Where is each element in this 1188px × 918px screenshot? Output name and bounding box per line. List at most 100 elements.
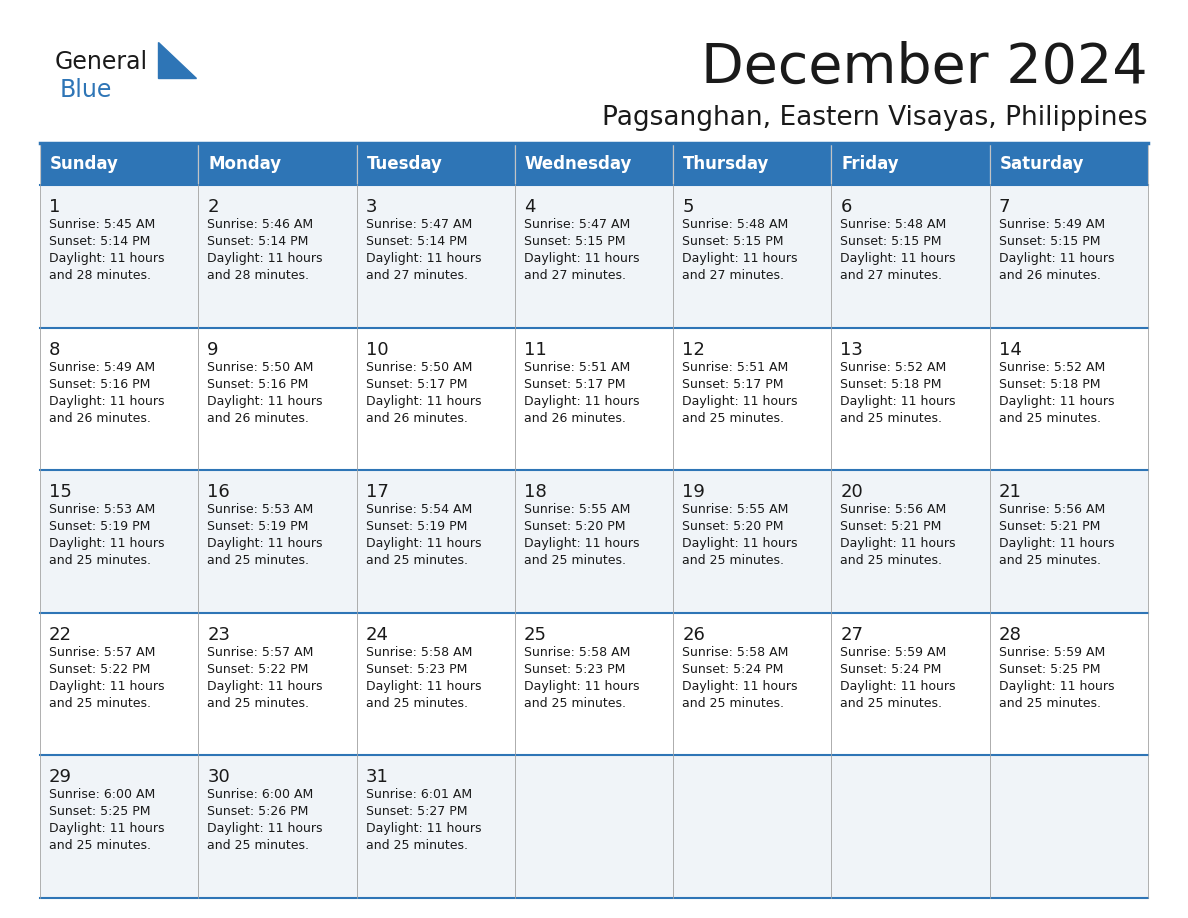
Text: and 27 minutes.: and 27 minutes. [840,269,942,282]
Text: 14: 14 [999,341,1022,359]
Text: Sunset: 5:23 PM: Sunset: 5:23 PM [366,663,467,676]
Bar [198,185,356,328]
Text: and 25 minutes.: and 25 minutes. [49,839,151,853]
Text: and 25 minutes.: and 25 minutes. [999,697,1101,710]
Text: Sunrise: 5:55 AM: Sunrise: 5:55 AM [682,503,789,516]
Bar [674,756,832,898]
Text: Daylight: 11 hours: Daylight: 11 hours [682,537,797,550]
Text: 16: 16 [207,483,230,501]
Text: Daylight: 11 hours: Daylight: 11 hours [49,395,164,408]
Text: and 25 minutes.: and 25 minutes. [524,697,626,710]
Text: Daylight: 11 hours: Daylight: 11 hours [49,537,164,550]
Text: 2: 2 [207,198,219,216]
Bar [198,143,356,185]
Text: Sunset: 5:24 PM: Sunset: 5:24 PM [682,663,784,676]
Bar [356,470,514,613]
Bar [674,185,832,328]
Text: Friday: Friday [841,155,899,173]
Text: Daylight: 11 hours: Daylight: 11 hours [840,395,956,408]
Text: Sunset: 5:25 PM: Sunset: 5:25 PM [49,805,151,819]
Text: Sunrise: 5:57 AM: Sunrise: 5:57 AM [49,645,156,659]
Bar [674,328,832,470]
Text: Sunset: 5:26 PM: Sunset: 5:26 PM [207,805,309,819]
Text: Sunrise: 6:01 AM: Sunrise: 6:01 AM [366,789,472,801]
Text: Tuesday: Tuesday [367,155,442,173]
Bar [40,328,198,470]
Text: Sunrise: 5:47 AM: Sunrise: 5:47 AM [366,218,472,231]
Text: and 25 minutes.: and 25 minutes. [999,411,1101,425]
Text: and 27 minutes.: and 27 minutes. [524,269,626,282]
Text: Daylight: 11 hours: Daylight: 11 hours [999,680,1114,693]
Text: and 25 minutes.: and 25 minutes. [840,411,942,425]
Text: Daylight: 11 hours: Daylight: 11 hours [840,537,956,550]
Text: and 25 minutes.: and 25 minutes. [524,554,626,567]
Text: Daylight: 11 hours: Daylight: 11 hours [207,252,323,265]
Text: Sunset: 5:17 PM: Sunset: 5:17 PM [524,377,625,390]
Text: and 25 minutes.: and 25 minutes. [682,411,784,425]
Text: 5: 5 [682,198,694,216]
Text: Sunset: 5:15 PM: Sunset: 5:15 PM [682,235,784,248]
Text: 18: 18 [524,483,546,501]
Text: and 28 minutes.: and 28 minutes. [49,269,151,282]
Bar [198,328,356,470]
Text: and 25 minutes.: and 25 minutes. [682,554,784,567]
Bar [198,470,356,613]
Text: Daylight: 11 hours: Daylight: 11 hours [682,252,797,265]
Text: Monday: Monday [208,155,282,173]
Bar [990,185,1148,328]
Bar [990,470,1148,613]
Text: Daylight: 11 hours: Daylight: 11 hours [840,252,956,265]
Text: 23: 23 [207,626,230,644]
Text: and 27 minutes.: and 27 minutes. [682,269,784,282]
Text: Sunset: 5:21 PM: Sunset: 5:21 PM [840,521,942,533]
Text: Sunset: 5:20 PM: Sunset: 5:20 PM [524,521,625,533]
Text: 24: 24 [366,626,388,644]
Bar [514,613,674,756]
Text: and 25 minutes.: and 25 minutes. [366,554,468,567]
Text: and 25 minutes.: and 25 minutes. [840,697,942,710]
Text: Sunset: 5:22 PM: Sunset: 5:22 PM [49,663,151,676]
Text: Sunrise: 5:53 AM: Sunrise: 5:53 AM [207,503,314,516]
Text: Sunrise: 6:00 AM: Sunrise: 6:00 AM [49,789,156,801]
Text: Wednesday: Wednesday [525,155,632,173]
Text: 17: 17 [366,483,388,501]
Bar [514,328,674,470]
Bar [40,143,198,185]
Text: Daylight: 11 hours: Daylight: 11 hours [207,680,323,693]
Text: and 25 minutes.: and 25 minutes. [366,697,468,710]
Text: 20: 20 [840,483,864,501]
Text: 9: 9 [207,341,219,359]
Text: 4: 4 [524,198,536,216]
Text: Sunset: 5:22 PM: Sunset: 5:22 PM [207,663,309,676]
Text: and 25 minutes.: and 25 minutes. [207,554,309,567]
Text: Sunset: 5:25 PM: Sunset: 5:25 PM [999,663,1100,676]
Text: 26: 26 [682,626,704,644]
Text: Sunrise: 5:48 AM: Sunrise: 5:48 AM [682,218,789,231]
Text: Sunrise: 5:47 AM: Sunrise: 5:47 AM [524,218,630,231]
Bar [674,470,832,613]
Text: Sunrise: 5:56 AM: Sunrise: 5:56 AM [999,503,1105,516]
Text: Pagsanghan, Eastern Visayas, Philippines: Pagsanghan, Eastern Visayas, Philippines [602,105,1148,131]
Text: 19: 19 [682,483,704,501]
Text: and 26 minutes.: and 26 minutes. [999,269,1100,282]
Text: Sunset: 5:21 PM: Sunset: 5:21 PM [999,521,1100,533]
Bar [40,756,198,898]
Text: Sunset: 5:24 PM: Sunset: 5:24 PM [840,663,942,676]
Text: 1: 1 [49,198,61,216]
Text: Daylight: 11 hours: Daylight: 11 hours [524,252,639,265]
Bar [832,613,990,756]
Text: Thursday: Thursday [683,155,770,173]
Text: and 25 minutes.: and 25 minutes. [49,554,151,567]
Text: Sunday: Sunday [50,155,119,173]
Text: 6: 6 [840,198,852,216]
Text: Sunset: 5:16 PM: Sunset: 5:16 PM [49,377,151,390]
Text: 28: 28 [999,626,1022,644]
Text: Sunset: 5:19 PM: Sunset: 5:19 PM [49,521,151,533]
Text: Daylight: 11 hours: Daylight: 11 hours [207,537,323,550]
Text: 7: 7 [999,198,1010,216]
Bar [40,185,198,328]
Text: Sunset: 5:14 PM: Sunset: 5:14 PM [366,235,467,248]
Text: 13: 13 [840,341,864,359]
Text: 31: 31 [366,768,388,787]
Text: Daylight: 11 hours: Daylight: 11 hours [49,252,164,265]
